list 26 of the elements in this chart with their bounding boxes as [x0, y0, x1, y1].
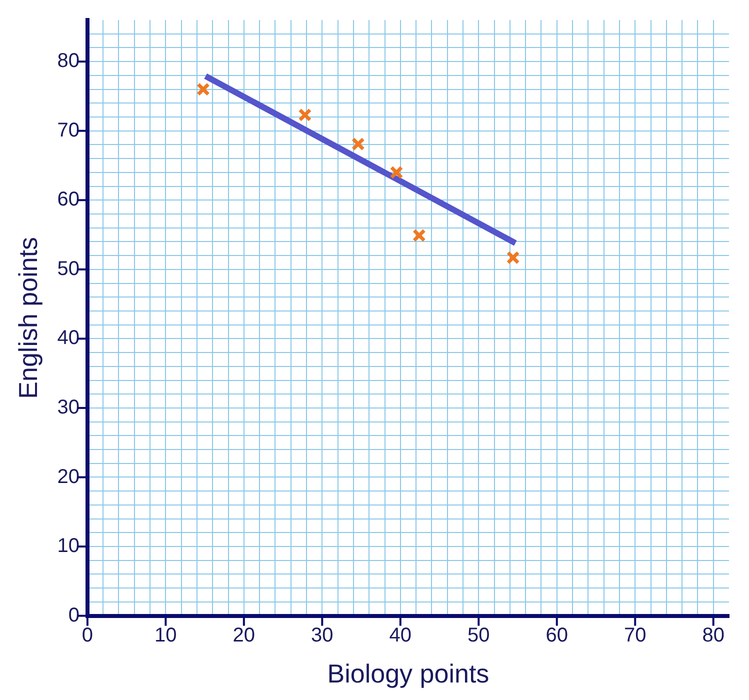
y-tick-label: 0: [68, 604, 80, 626]
y-tick-label: 80: [57, 50, 80, 72]
point: [298, 108, 312, 122]
x-tick-label: 10: [154, 624, 177, 646]
x-axis-title: Biology points: [327, 658, 490, 689]
x-tick-label: 0: [82, 624, 94, 646]
x-tick-label: 60: [546, 624, 568, 646]
point: [351, 137, 365, 151]
y-tick-label: 70: [57, 119, 80, 142]
y-tick-label: 30: [57, 396, 80, 418]
x-tick-label: 40: [389, 624, 412, 646]
y-axis-title: English points: [12, 236, 43, 399]
point: [506, 250, 520, 264]
y-tick-label: 50: [57, 258, 80, 280]
point: [196, 82, 210, 96]
x-tick-label: 30: [311, 624, 334, 646]
x-tick-label: 70: [624, 624, 646, 646]
y-tick-label: 40: [57, 327, 80, 350]
y-tick-label: 20: [57, 466, 80, 488]
y-tick-label: 60: [57, 188, 80, 211]
x-tick-label: 80: [702, 624, 724, 646]
point: [390, 166, 404, 180]
point: [412, 228, 426, 242]
y-tick-label: 10: [57, 535, 80, 558]
x-tick-label: 50: [468, 624, 490, 646]
x-tick-label: 20: [232, 624, 256, 646]
